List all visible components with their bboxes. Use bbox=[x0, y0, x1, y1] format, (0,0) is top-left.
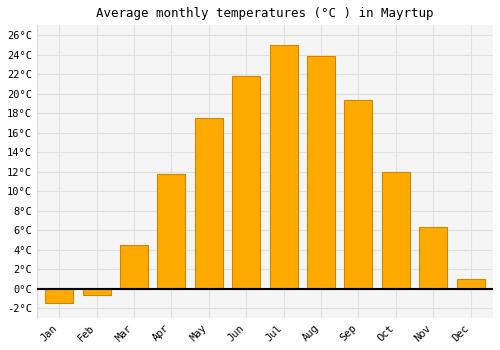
Bar bbox=[45, 289, 74, 303]
Bar bbox=[270, 45, 297, 289]
Bar bbox=[158, 174, 186, 289]
Title: Average monthly temperatures (°C ) in Mayrtup: Average monthly temperatures (°C ) in Ma… bbox=[96, 7, 434, 20]
Bar bbox=[419, 227, 447, 289]
Bar bbox=[82, 289, 110, 295]
Bar bbox=[232, 76, 260, 289]
Bar bbox=[195, 118, 223, 289]
Bar bbox=[344, 100, 372, 289]
Bar bbox=[456, 279, 484, 289]
Bar bbox=[382, 172, 410, 289]
Bar bbox=[120, 245, 148, 289]
Bar bbox=[307, 56, 335, 289]
